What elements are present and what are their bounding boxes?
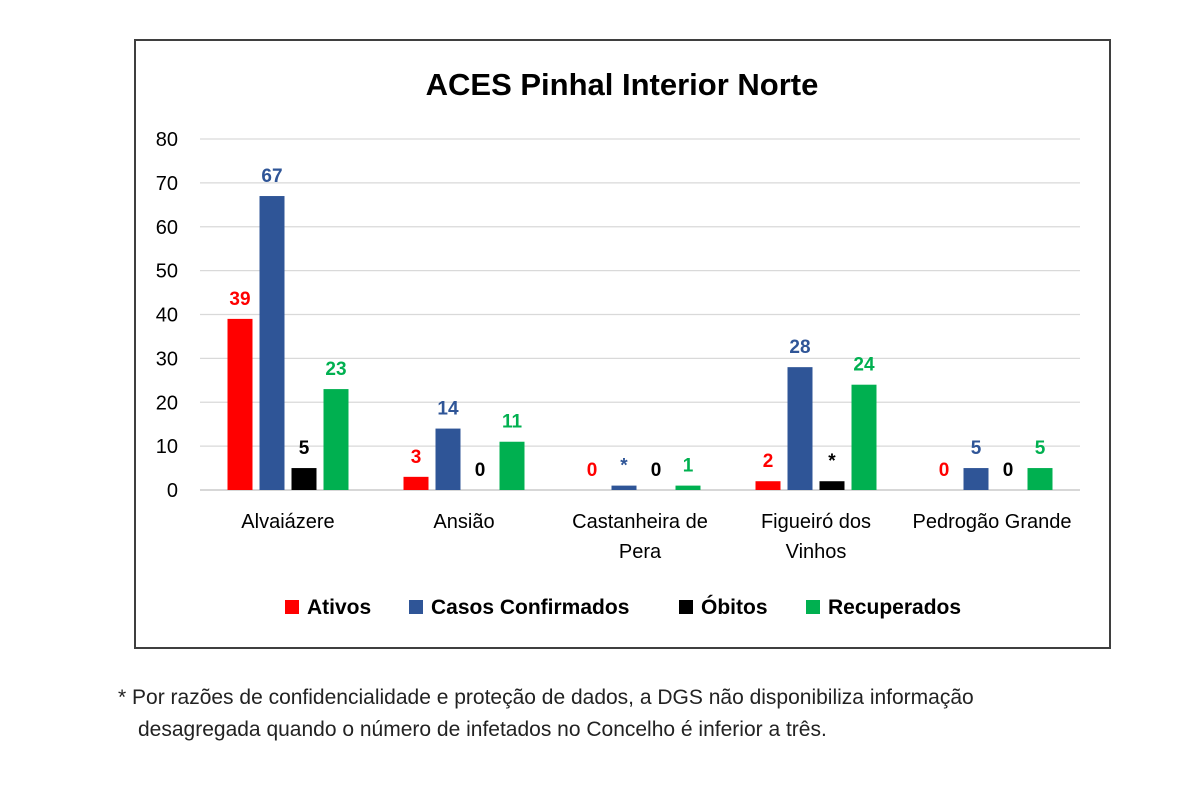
legend-label: Recuperados [828, 596, 961, 619]
chart: ACES Pinhal Interior Norte 0102030405060… [134, 39, 1111, 649]
bar [323, 389, 349, 490]
footnote-line-1: * Por razões de confidencialidade e prot… [118, 686, 974, 709]
x-tick-label: Pedrogão Grande [912, 511, 1071, 533]
bar [1027, 468, 1053, 490]
data-label: * [620, 456, 628, 477]
legend-swatch [806, 600, 820, 614]
y-tick-label: 40 [156, 305, 178, 327]
bar [435, 428, 461, 490]
data-label: * [828, 451, 836, 472]
x-tick-label: Figueiró dos [761, 511, 871, 533]
legend-label: Óbitos [701, 595, 768, 619]
bar [227, 318, 253, 490]
legend: Ativos Casos Confirmados Óbitos Recuperados [285, 595, 961, 619]
bar [499, 441, 525, 490]
bar [787, 367, 813, 490]
y-tick-label: 70 [156, 173, 178, 195]
bar [755, 481, 781, 490]
data-label: 11 [502, 412, 523, 433]
bar [403, 476, 429, 490]
bars [227, 196, 1053, 490]
data-label: 0 [939, 460, 950, 481]
footnote-line-2: desagregada quando o número de infetados… [138, 718, 827, 741]
y-tick-label: 50 [156, 261, 178, 283]
footnote: * Por razões de confidencialidade e prot… [118, 682, 1158, 746]
x-tick-label: Ansião [433, 511, 494, 533]
bar [963, 468, 989, 490]
data-label: 2 [763, 451, 774, 472]
data-label: 5 [299, 438, 310, 459]
data-label: 5 [971, 438, 982, 459]
y-tick-label: 30 [156, 348, 178, 370]
legend-swatch [679, 600, 693, 614]
y-tick-label: 60 [156, 217, 178, 239]
data-label: 0 [475, 460, 486, 481]
x-tick-label: Castanheira de [572, 511, 708, 533]
bar [611, 485, 637, 490]
data-label: 39 [229, 289, 250, 310]
chart-border [134, 39, 1111, 649]
chart-title: ACES Pinhal Interior Norte [426, 67, 819, 102]
legend-swatch [409, 600, 423, 614]
bar [819, 481, 845, 490]
data-label: 67 [261, 166, 282, 187]
data-label: 5 [1035, 438, 1046, 459]
y-tick-label: 0 [167, 480, 178, 502]
data-label: 28 [789, 337, 810, 358]
bar [259, 196, 285, 490]
bar [291, 468, 317, 490]
data-label: 0 [1003, 460, 1014, 481]
legend-label: Ativos [307, 596, 371, 619]
legend-swatch [285, 600, 299, 614]
x-tick-label: Alvaiázere [241, 511, 334, 533]
y-tick-label: 10 [156, 436, 178, 458]
x-axis-labels: Alvaiázere Ansião Castanheira de Pera Figuei… [241, 511, 1071, 563]
data-label: 3 [411, 447, 422, 468]
data-label: 24 [853, 355, 875, 376]
y-tick-label: 80 [156, 129, 178, 151]
legend-label: Casos Confirmados [431, 596, 629, 619]
y-tick-label: 20 [156, 392, 178, 414]
y-axis-ticks: 0 10 20 30 40 50 60 70 80 [156, 129, 178, 502]
x-tick-label: Vinhos [786, 541, 847, 563]
data-label: 0 [651, 460, 662, 481]
bar [675, 485, 701, 490]
data-label: 23 [325, 359, 346, 380]
bar [851, 384, 877, 490]
data-label: 14 [437, 399, 459, 420]
data-label: 0 [587, 460, 598, 481]
x-tick-label: Pera [619, 541, 662, 563]
data-label: 1 [683, 456, 694, 477]
